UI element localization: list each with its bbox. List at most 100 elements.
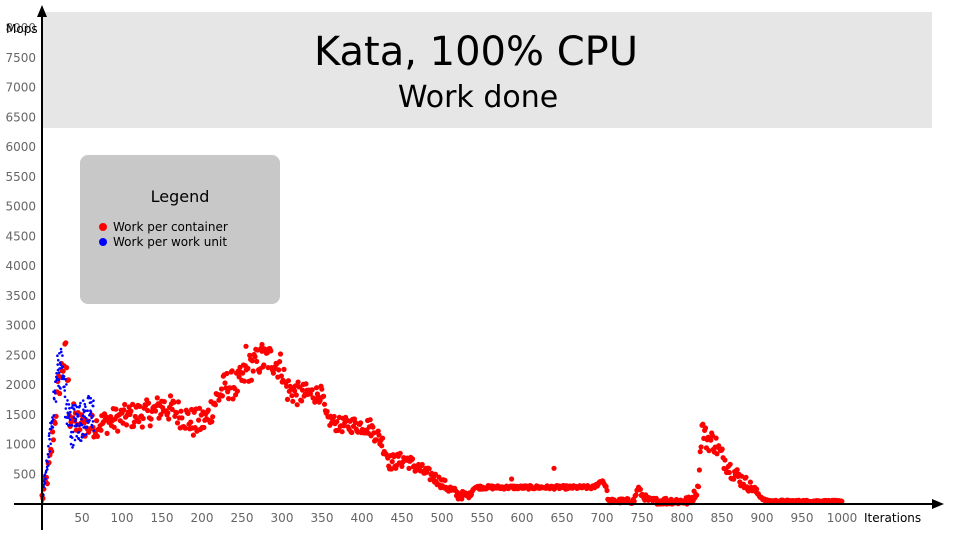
data-point: [252, 354, 258, 360]
data-point: [166, 416, 172, 422]
data-point: [426, 466, 432, 472]
data-point: [76, 422, 79, 426]
data-point: [74, 417, 78, 421]
data-point: [115, 428, 121, 434]
data-point: [373, 437, 379, 443]
data-point: [243, 343, 249, 349]
data-point: [82, 408, 85, 412]
data-point: [314, 385, 320, 391]
data-point: [123, 422, 130, 428]
data-point: [83, 415, 86, 419]
data-point: [111, 424, 117, 430]
data-point: [225, 389, 231, 395]
data-point: [72, 408, 76, 411]
x-tick-label: 450: [391, 511, 414, 525]
data-point: [399, 463, 405, 469]
data-point: [250, 368, 256, 374]
data-point: [64, 378, 67, 381]
data-point: [121, 407, 127, 413]
data-point: [62, 375, 66, 378]
data-point: [406, 465, 412, 471]
data-point: [370, 424, 376, 430]
data-point: [91, 414, 94, 418]
y-tick-label: 500: [13, 467, 36, 481]
data-point: [379, 443, 385, 449]
data-point: [696, 467, 703, 473]
data-point: [229, 368, 235, 374]
data-point: [51, 426, 55, 429]
x-axis-label: Iterations: [864, 511, 921, 525]
data-point: [44, 477, 47, 481]
x-tick-label: 550: [471, 511, 494, 525]
data-point: [75, 424, 78, 428]
chart-title: Kata, 100% CPU: [314, 29, 638, 75]
data-point: [219, 393, 225, 399]
data-point: [72, 416, 76, 419]
data-point: [747, 479, 754, 485]
data-point: [58, 352, 61, 355]
data-point: [128, 408, 134, 414]
legend-marker-work-per-work-unit: [99, 238, 107, 246]
data-point: [247, 352, 253, 358]
x-tick-label: 700: [591, 511, 614, 525]
data-point: [309, 387, 315, 393]
x-tick-label: 900: [751, 511, 774, 525]
data-point: [222, 380, 228, 386]
data-point: [130, 423, 137, 429]
data-point: [367, 417, 373, 423]
data-point: [695, 484, 702, 490]
data-point: [175, 399, 181, 405]
data-point: [56, 354, 59, 358]
title-banner: [42, 12, 932, 128]
data-point: [92, 429, 96, 433]
data-point: [104, 430, 110, 436]
data-point: [165, 410, 171, 416]
data-point: [57, 371, 61, 375]
data-point: [551, 465, 557, 471]
x-tick-label: 950: [791, 511, 814, 525]
data-point: [218, 386, 225, 392]
data-point: [321, 401, 328, 407]
data-point: [79, 401, 82, 405]
data-point: [60, 368, 66, 374]
data-point: [734, 467, 740, 473]
data-point: [63, 340, 69, 346]
data-point: [47, 455, 50, 459]
data-point: [60, 350, 63, 354]
data-point: [53, 392, 57, 395]
data-point: [54, 400, 58, 403]
data-point: [245, 365, 251, 372]
legend-label-work-per-work-unit: Work per work unit: [113, 235, 227, 249]
data-point: [74, 419, 77, 423]
data-point: [633, 492, 639, 498]
data-point: [743, 474, 749, 480]
data-point: [697, 449, 703, 455]
data-point: [188, 419, 194, 425]
x-tick-label: 50: [74, 511, 89, 525]
data-point: [46, 468, 49, 471]
data-point: [182, 425, 188, 431]
data-point: [70, 436, 74, 439]
data-point: [293, 392, 299, 398]
data-point: [84, 433, 88, 436]
data-point: [339, 429, 345, 435]
data-point: [88, 419, 91, 422]
data-point: [698, 444, 704, 450]
data-point: [77, 431, 81, 434]
data-point: [108, 414, 114, 420]
y-tick-label: 2000: [5, 378, 36, 392]
data-point: [72, 443, 75, 447]
data-point: [145, 407, 151, 414]
x-tick-label: 850: [711, 511, 734, 525]
data-point: [67, 414, 71, 417]
data-point: [66, 399, 69, 402]
data-point: [46, 464, 50, 467]
chart-subtitle: Work done: [398, 80, 558, 115]
data-point: [321, 393, 327, 399]
data-point: [84, 417, 88, 420]
data-point: [277, 359, 283, 365]
data-point: [603, 483, 609, 490]
data-point: [69, 410, 72, 414]
data-point: [65, 383, 68, 386]
data-point: [727, 461, 733, 467]
